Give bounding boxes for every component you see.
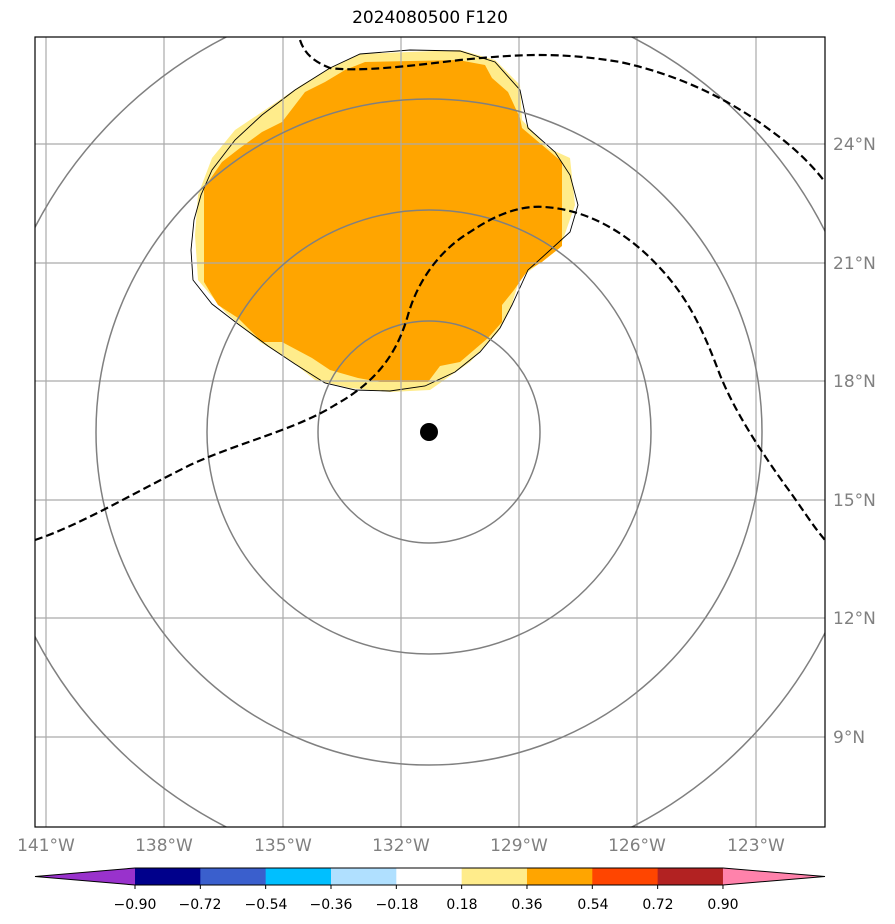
lat-label: 12°N: [833, 609, 876, 629]
colorbar-tick-label: −0.18: [376, 897, 419, 913]
lat-label: 21°N: [833, 254, 876, 274]
map-panel: [35, 37, 825, 827]
colorbar-tick-label: −0.36: [310, 897, 353, 913]
latitude-gridlines: [35, 143, 825, 738]
map-title: 2024080500 F120: [352, 8, 508, 28]
colorbar-tick-label: −0.72: [179, 897, 222, 913]
dashed-contours: [35, 39, 825, 542]
dashed-contour-north: [298, 39, 825, 183]
colorbar-tick-label: 0.36: [511, 897, 542, 913]
latitude-labels: 24°N 21°N 18°N 15°N 12°N 9°N: [833, 135, 876, 748]
range-rings: [35, 37, 825, 827]
lon-label: 129°W: [490, 836, 548, 856]
lat-label: 18°N: [833, 372, 876, 392]
lon-label: 132°W: [372, 836, 430, 856]
colorbar-segment: [200, 868, 267, 885]
shading-orange: [204, 60, 562, 382]
dashed-contour-center: [35, 205, 825, 542]
colorbar-segment: [135, 868, 201, 885]
colorbar-segment: [526, 868, 593, 885]
storm-center-marker: [420, 423, 438, 441]
colorbar-tick-label: 0.90: [707, 897, 738, 913]
range-ring-1: [317, 320, 541, 544]
colorbar-ticks: −0.90 −0.72 −0.54 −0.36 −0.18 0.18 0.36 …: [114, 897, 739, 913]
colorbar-segment: [592, 868, 659, 885]
colorbar-segment: [461, 868, 528, 885]
lon-label: 123°W: [727, 836, 785, 856]
lon-label: 138°W: [135, 836, 193, 856]
longitude-labels: 141°W 138°W 135°W 132°W 129°W 126°W 123°…: [17, 836, 785, 856]
colorbar-segment: [330, 868, 397, 885]
colorbar-tick-label: 0.54: [577, 897, 608, 913]
lat-label: 24°N: [833, 135, 876, 155]
colorbar-tick-label: 0.18: [446, 897, 477, 913]
colorbar-segment: [657, 868, 724, 885]
range-ring-2: [206, 209, 652, 655]
colorbar-tick-label: 0.72: [642, 897, 673, 913]
lon-label: 126°W: [608, 836, 666, 856]
colorbar-tick-label: −0.54: [245, 897, 288, 913]
colorbar: [34, 867, 826, 889]
colorbar-extension-min: [35, 868, 135, 885]
colorbar-tick-label: −0.90: [114, 897, 157, 913]
map-frame: [34, 36, 826, 828]
colorbar-segment: [265, 868, 332, 885]
lat-label: 15°N: [833, 491, 876, 511]
lon-label: 135°W: [254, 836, 312, 856]
range-ring-3: [95, 98, 763, 766]
lat-label: 9°N: [833, 728, 865, 748]
colorbar-segment: [396, 868, 463, 885]
lon-label: 141°W: [17, 836, 75, 856]
shading-outline: [190, 49, 579, 392]
longitude-gridlines: [45, 37, 757, 827]
colorbar-extension-max: [722, 868, 825, 885]
